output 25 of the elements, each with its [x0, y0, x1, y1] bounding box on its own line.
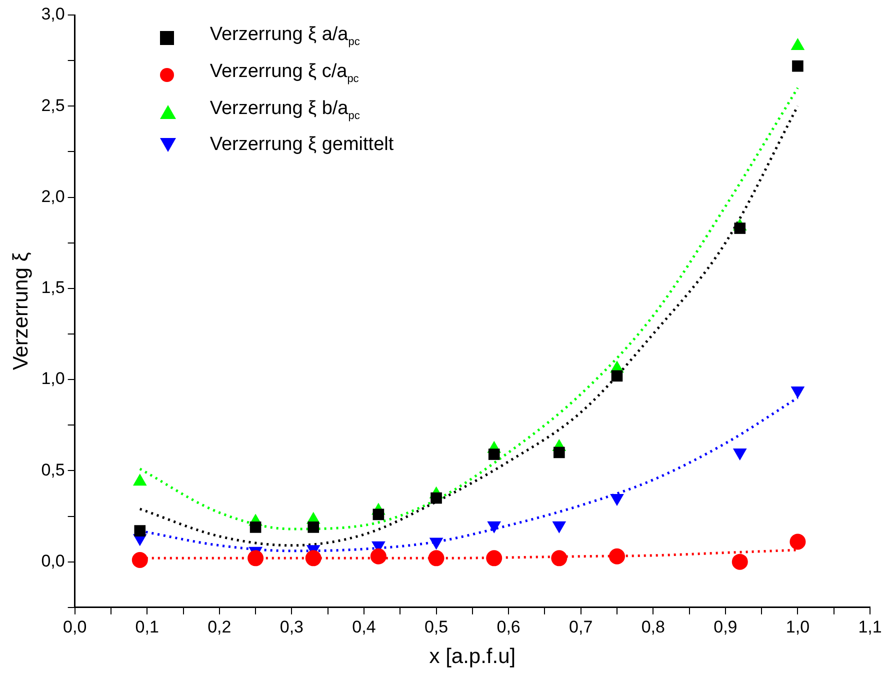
x-tick-label: 0,3: [280, 617, 304, 636]
x-tick-label: 0,5: [424, 617, 448, 636]
x-tick-label: 0,8: [641, 617, 665, 636]
y-tick-label: 1,0: [41, 369, 65, 388]
y-tick-label: 0,0: [41, 552, 65, 571]
x-tick-label: 0,1: [135, 617, 159, 636]
x-axis-title: x [a.p.f.u]: [429, 645, 516, 668]
x-tick-label: 0,9: [714, 617, 738, 636]
y-axis-title: Verzerrung ξ: [9, 252, 32, 370]
x-tick-label: 0,7: [569, 617, 593, 636]
legend-label: Verzerrung ξ b/a$_{pc}$: [210, 96, 360, 124]
x-tick-label: 0,0: [63, 617, 87, 636]
x-tick-label: 1,1: [858, 617, 882, 636]
x-tick-label: 0,6: [496, 617, 520, 636]
y-tick-label: 3,0: [41, 4, 65, 24]
x-tick-label: 0,4: [352, 617, 376, 636]
x-tick-label: 1,0: [786, 617, 810, 636]
legend-label: Verzerrung ξ a/a$_{pc}$: [210, 23, 360, 50]
x-tick-label: 0,2: [208, 617, 232, 636]
y-tick-label: 2,5: [41, 96, 65, 115]
legend-label: Verzerrung ξ gemittelt: [210, 133, 394, 158]
y-tick-label: 1,5: [41, 278, 65, 298]
y-tick-label: 0,5: [41, 460, 65, 480]
legend-label: Verzerrung ξ c/a$_{pc}$: [210, 60, 359, 87]
y-tick-label: 2,0: [41, 186, 65, 206]
